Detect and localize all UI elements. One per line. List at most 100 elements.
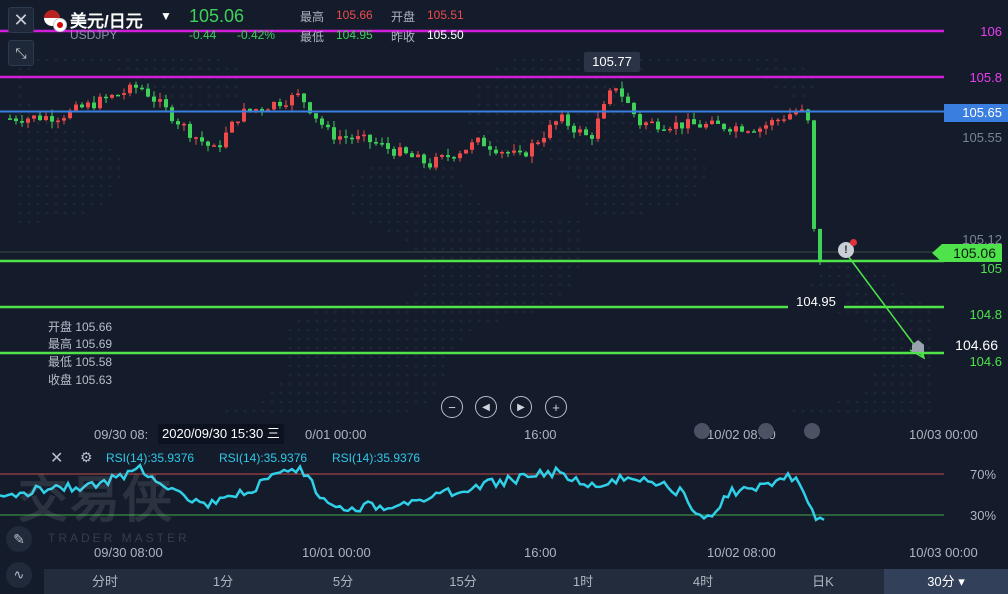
map-dot [513,310,517,314]
candle-body [44,116,48,121]
go-start-button[interactable]: ◀ [475,396,497,418]
map-dot [819,283,823,287]
tab-timeline[interactable]: 分时 [91,574,118,589]
map-dot [621,202,625,206]
map-dot [171,94,175,98]
map-dot [396,184,400,188]
close-icon[interactable]: ✕ [8,7,34,33]
map-dot [414,220,418,224]
price-label-104.6: 104.6 [969,354,1002,369]
tab-1hour[interactable]: 1时 [572,574,594,589]
info-icon[interactable]: ! [838,242,854,258]
map-dot [927,382,931,386]
bell-icon[interactable] [912,340,924,352]
map-dot [315,337,319,341]
map-dot [153,85,157,89]
map-dot [414,238,418,242]
map-dot [387,193,391,197]
event-marker-icon[interactable] [758,423,774,439]
tab-15min[interactable]: 15分 [449,574,477,589]
settings-icon[interactable]: ⚙ [80,449,93,465]
map-dot [495,139,499,143]
map-dot [387,211,391,215]
map-dot [432,346,436,350]
map-dot [369,391,373,395]
map-dot [567,229,571,233]
go-end-button[interactable]: ▶ [510,396,532,418]
map-dot [828,274,832,278]
map-dot [360,409,364,413]
candle-body [434,156,438,168]
map-dot [378,166,382,170]
map-dot [333,310,337,314]
map-dot [486,292,490,296]
map-dot [918,319,922,323]
map-dot [450,310,454,314]
tab-4hour[interactable]: 4时 [692,574,714,589]
zoom-in-button[interactable]: + [545,396,567,418]
map-dot [603,148,607,152]
map-dot [423,364,427,368]
map-dot [423,274,427,278]
candle-body [332,127,336,140]
map-dot [387,400,391,404]
map-dot [432,220,436,224]
candle-body [326,124,330,128]
map-dot [81,166,85,170]
map-dot [234,67,238,71]
map-dot [81,139,85,143]
price-label-105: 105 [980,261,1002,276]
collapse-icon[interactable]: ⤡ [8,40,34,66]
map-dot [855,274,859,278]
symbol-name[interactable]: 美元/日元 [70,12,143,31]
current-price-tag: 105.06 [942,244,1002,262]
event-marker-icon[interactable] [694,423,710,439]
event-marker-icon[interactable] [804,423,820,439]
map-dot [576,94,580,98]
map-dot [657,193,661,197]
map-dot [531,58,535,62]
map-dot [387,355,391,359]
candle-body [800,109,804,112]
draw-tool-icon[interactable]: ✎ [6,526,32,552]
map-dot [585,103,589,107]
map-dot [531,85,535,89]
map-dot [432,238,436,242]
map-dot [657,175,661,179]
map-dot [468,301,472,305]
map-dot [558,94,562,98]
map-dot [513,301,517,305]
zoom-out-button[interactable]: − [441,396,463,418]
trend-arrow-line [847,255,925,359]
map-dot [117,166,121,170]
map-dot [612,166,616,170]
map-dot [576,157,580,161]
map-dot [441,355,445,359]
candle-body [788,114,792,120]
map-dot [594,202,598,206]
chevron-down-icon[interactable]: ▼ [160,9,172,23]
map-dot [639,157,643,161]
map-dot [603,130,607,134]
close-rsi-icon[interactable]: ✕ [50,450,64,467]
map-dot [396,220,400,224]
map-dot [306,346,310,350]
map-dot [72,130,76,134]
map-dot [459,238,463,242]
indicator-tool-icon[interactable]: ∿ [6,562,32,588]
tab-30min[interactable]: 30分 ▾ [884,569,1008,594]
candle-body [188,123,192,138]
tab-1min[interactable]: 1分 [212,574,234,589]
map-dot [486,319,490,323]
map-dot [99,58,103,62]
map-dot [495,94,499,98]
map-dot [405,319,409,323]
tab-5min[interactable]: 5分 [332,574,354,589]
map-dot [414,346,418,350]
map-dot [594,166,598,170]
map-dot [396,337,400,341]
map-dot [864,301,868,305]
map-dot [405,184,409,188]
map-dot [18,130,22,134]
tab-daily[interactable]: 日K [812,574,834,589]
